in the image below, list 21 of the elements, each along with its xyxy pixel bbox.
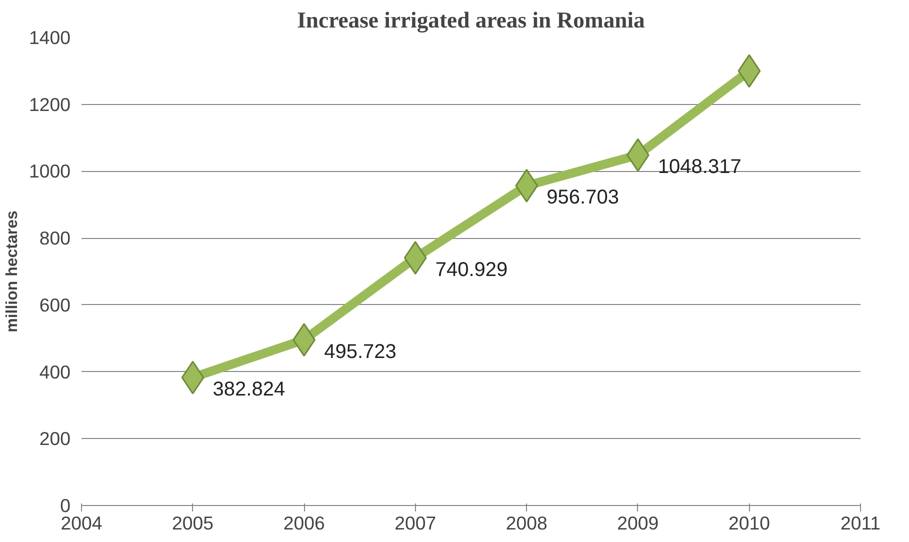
- y-tick-label: 1400: [28, 27, 71, 48]
- y-tick-label: 800: [39, 228, 71, 249]
- y-tick-label: 600: [39, 294, 71, 316]
- x-tick-label: 2011: [840, 512, 881, 534]
- chart-title: Increase irrigated areas in Romania: [297, 8, 645, 32]
- data-label: 956.703: [546, 186, 619, 209]
- data-label: 495.723: [324, 340, 396, 363]
- data-label: 1048.317: [658, 156, 742, 178]
- x-tick-label: 2010: [728, 512, 770, 534]
- x-tick-label: 2006: [283, 512, 325, 534]
- x-tick-label: 2008: [506, 512, 548, 534]
- x-tick-label: 2005: [172, 512, 214, 534]
- y-axis-title: million hectares: [4, 210, 21, 332]
- y-tick-label: 1200: [28, 94, 71, 115]
- x-tick-label: 2007: [394, 512, 436, 534]
- x-tick-label: 2009: [617, 512, 659, 534]
- data-label: 382.824: [212, 378, 286, 401]
- data-label: 740.929: [435, 258, 508, 281]
- y-tick-label: 200: [39, 428, 71, 450]
- y-tick-label: 400: [39, 361, 71, 382]
- y-tick-label: 1000: [28, 160, 71, 182]
